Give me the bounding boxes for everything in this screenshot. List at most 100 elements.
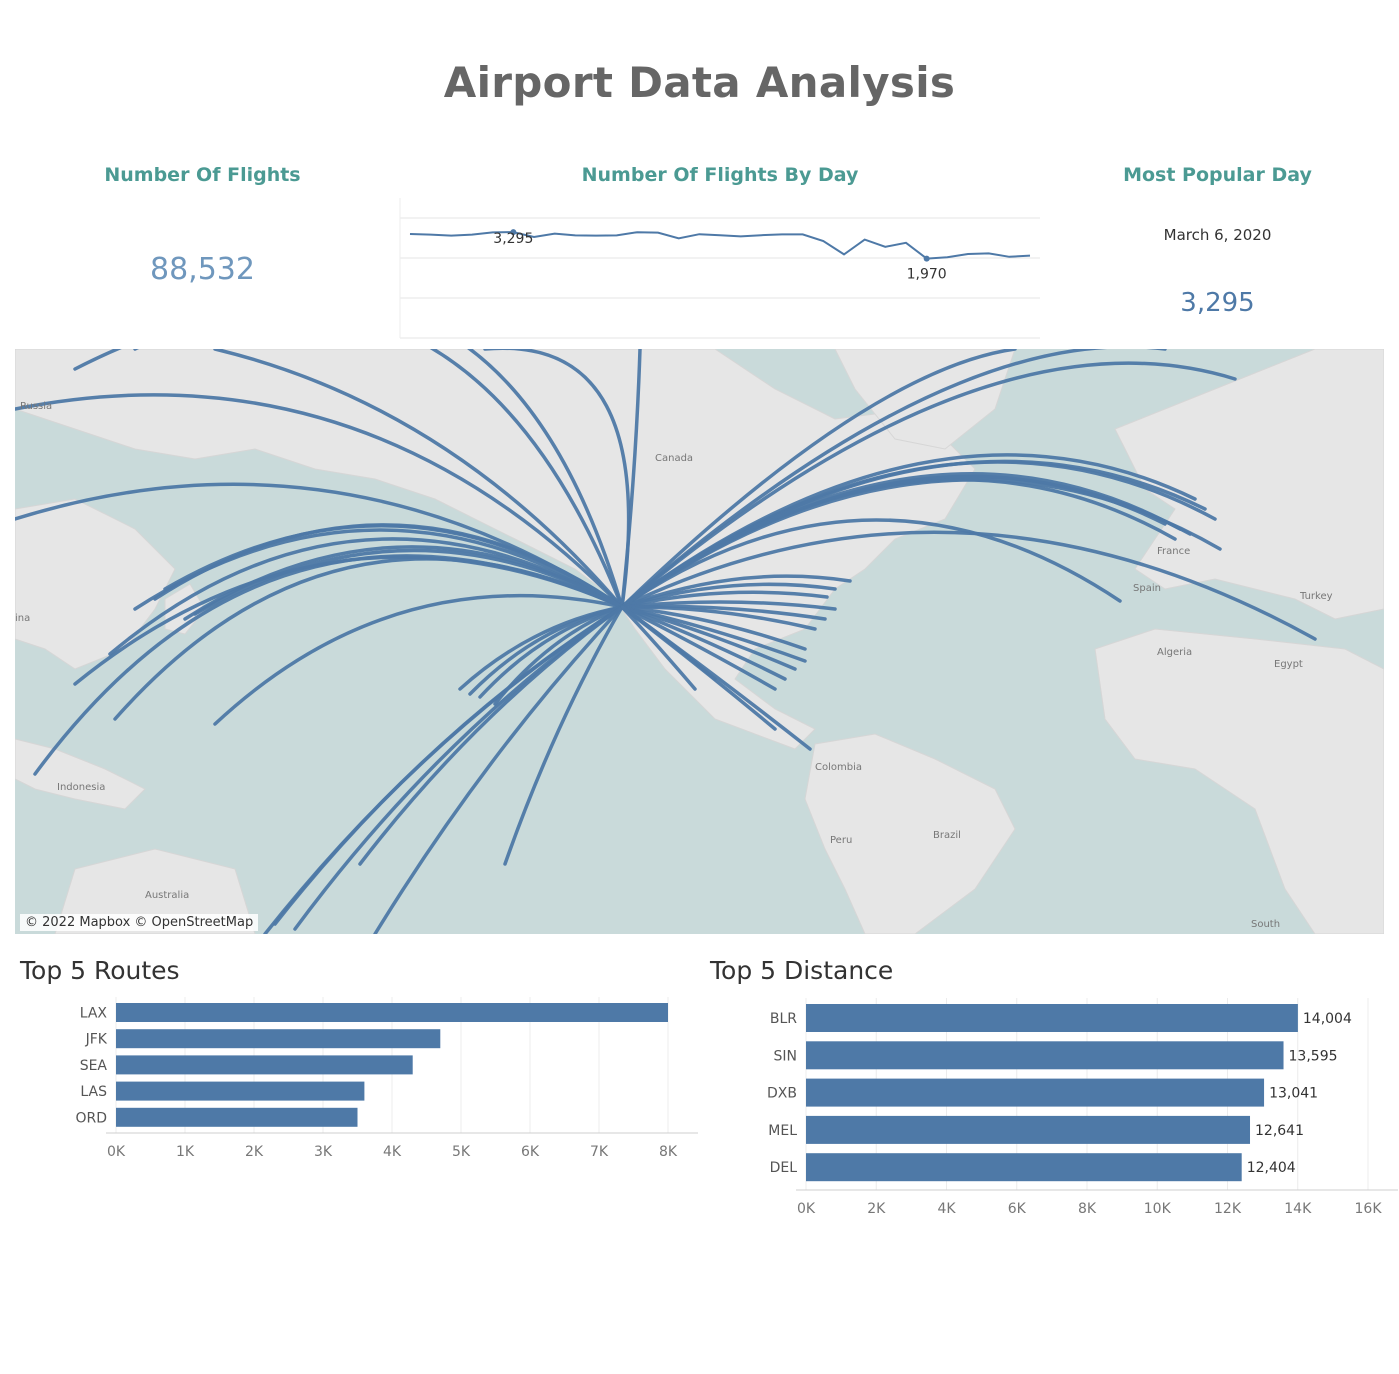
map-label-spain: Spain	[1133, 583, 1161, 594]
chart-tick-label: 4K	[383, 1144, 402, 1160]
popular-day-header: Most Popular Day	[1123, 164, 1312, 186]
chart-bar	[116, 1003, 668, 1022]
map-landmass	[15, 498, 176, 670]
chart-tick-label: 2K	[867, 1201, 886, 1217]
map-label-australia: Australia	[145, 890, 190, 901]
flight-route-arc	[620, 590, 829, 609]
chart-tick-label: 14K	[1284, 1201, 1312, 1217]
map-landmass	[804, 733, 1016, 934]
sparkline-annotation: 3,295	[493, 231, 533, 247]
flight-route-arc	[358, 605, 624, 866]
flight-route-arc	[620, 605, 777, 691]
chart-tick-label: 0K	[107, 1144, 126, 1160]
chart-data-label: 13,595	[1289, 1048, 1338, 1064]
flight-route-arc	[263, 605, 624, 934]
flight-route-arc	[213, 593, 624, 726]
map-label-indonesia: Indonesia	[57, 782, 106, 793]
flight-route-arc	[620, 453, 1197, 609]
map-landmass	[1094, 628, 1384, 934]
chart-tick-label: 6K	[1008, 1201, 1027, 1217]
chart-data-label: 14,004	[1303, 1011, 1352, 1027]
map-label-france: France	[1157, 546, 1191, 557]
map-label-algeria: Algeria	[1157, 647, 1193, 658]
chart-bar	[116, 1055, 413, 1075]
flight-route-arc	[620, 605, 717, 681]
top-distance-chart[interactable]: 0K 2K 4K 6K 8K 10K 12K 14K 16K BLR 14,004 SIN 13,595…	[700, 990, 1399, 1230]
chart-tick-label: 3K	[314, 1144, 333, 1160]
chart-tick-label: 8K	[659, 1144, 678, 1160]
chart-category-label: LAX	[80, 1006, 108, 1022]
chart-tick-label: 0K	[797, 1201, 816, 1217]
popular-day-value: 3,295	[1180, 288, 1255, 318]
flight-route-arc	[193, 548, 624, 616]
chart-data-label: 12,641	[1255, 1123, 1304, 1139]
chart-bar	[116, 1081, 365, 1101]
map-landmass	[15, 349, 976, 750]
chart-tick-label: 16K	[1355, 1201, 1383, 1217]
flights-by-day-header: Number Of Flights By Day	[581, 164, 859, 186]
chart-tick-label: 12K	[1214, 1201, 1242, 1217]
chart-tick-label: 7K	[590, 1144, 609, 1160]
chart-bar	[806, 1115, 1251, 1144]
chart-bar	[806, 1078, 1265, 1107]
flight-route-arc	[620, 605, 817, 631]
chart-tick-label: 10K	[1144, 1201, 1172, 1217]
flights-count-header: Number Of Flights	[104, 164, 301, 186]
chart-bar	[806, 1153, 1242, 1182]
map-attribution[interactable]: © 2022 Mapbox © OpenStreetMap	[20, 914, 259, 931]
map-label-turkey: Turkey	[1300, 591, 1333, 602]
map-landmass	[1114, 349, 1384, 620]
flight-route-arc	[620, 582, 837, 609]
flight-routes-map[interactable]: Russia Canada France Spain Turkey Algeri…	[15, 349, 1384, 934]
map-label-peru: Peru	[830, 835, 853, 846]
chart-tick-label: 2K	[245, 1144, 264, 1160]
chart-bar	[116, 1107, 358, 1127]
top-routes-chart[interactable]: 0K 1K 2K 3K 4K 5K 6K 7K 8K LAX JFK SEA LAS ORD	[0, 990, 700, 1180]
flight-route-arc	[293, 605, 624, 931]
map-label-south: South	[1251, 919, 1281, 930]
flight-route-arc	[15, 393, 624, 609]
chart-category-label: BLR	[770, 1011, 797, 1027]
chart-category-label: SEA	[80, 1058, 108, 1074]
map-canvas[interactable]	[15, 349, 1384, 934]
flight-route-arc	[620, 361, 1237, 609]
map-label-canada: Canada	[655, 453, 694, 464]
flight-route-arc	[620, 605, 797, 671]
flight-route-arc	[113, 557, 624, 721]
chart-bar	[806, 1041, 1284, 1070]
flight-route-arc	[73, 349, 624, 609]
flight-route-arc	[503, 605, 624, 866]
chart-tick-label: 8K	[1078, 1201, 1097, 1217]
chart-category-label: MEL	[768, 1123, 797, 1139]
flight-route-arc	[620, 518, 1122, 609]
chart-bar	[806, 1004, 1298, 1032]
chart-category-label: DEL	[770, 1160, 798, 1176]
chart-category-label: ORD	[75, 1110, 107, 1126]
flight-route-arc	[620, 349, 642, 609]
flight-route-arc	[620, 349, 1017, 609]
flight-route-arc	[620, 605, 787, 681]
chart-category-label: JFK	[85, 1032, 108, 1048]
flight-route-arc	[133, 349, 624, 609]
top-routes-title: Top 5 Routes	[20, 956, 180, 985]
flight-route-arc	[15, 482, 624, 609]
chart-data-label: 13,041	[1269, 1086, 1318, 1102]
flight-route-arc	[620, 349, 1167, 609]
map-label-russia: Russia	[20, 401, 53, 412]
chart-category-label: DXB	[767, 1086, 797, 1102]
chart-category-label: SIN	[774, 1048, 798, 1064]
map-label-brazil: Brazil	[933, 830, 961, 841]
popular-day-date: March 6, 2020	[1163, 226, 1272, 244]
chart-category-label: LAS	[80, 1084, 107, 1100]
sparkline-marker	[510, 229, 517, 236]
flights-by-day-sparkline[interactable]: 3,295 1,970	[398, 198, 1043, 340]
top-distance-title: Top 5 Distance	[710, 956, 894, 985]
flight-route-arc	[478, 605, 624, 699]
chart-bar	[116, 1029, 441, 1049]
flight-route-arc	[620, 605, 807, 651]
flight-route-arc	[620, 605, 697, 691]
map-label-egypt: Egypt	[1274, 659, 1303, 670]
flights-count-value: 88,532	[150, 252, 255, 287]
chart-tick-label: 4K	[937, 1201, 956, 1217]
chart-data-label: 12,404	[1247, 1160, 1296, 1176]
